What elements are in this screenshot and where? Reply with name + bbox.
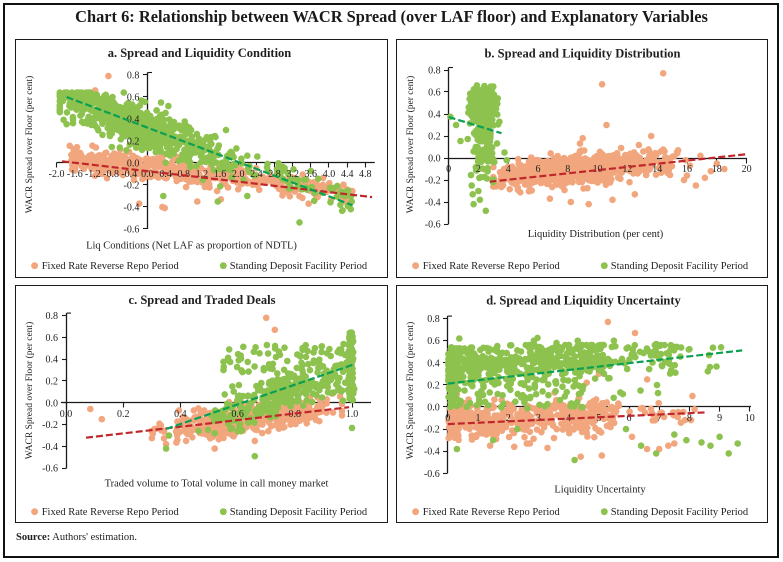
svg-text:1.0: 1.0 [346,409,359,420]
svg-text:-1.2: -1.2 [85,169,101,180]
svg-text:0.0: 0.0 [60,409,73,420]
svg-text:a. Spread and Liquidity Condit: a. Spread and Liquidity Condition [108,46,292,60]
svg-text:-0.6: -0.6 [42,464,58,475]
svg-text:1: 1 [476,413,481,424]
svg-text:0.2: 0.2 [127,137,140,148]
svg-text:WACR Spread over Floor (per ce: WACR Spread over Floor (per cent) [24,76,35,213]
svg-text:0.0: 0.0 [427,403,440,414]
svg-text:0.2: 0.2 [428,132,441,143]
svg-text:2.0: 2.0 [232,169,245,180]
svg-text:c. Spread and Traded Deals: c. Spread and Traded Deals [129,293,276,307]
svg-text:3.2: 3.2 [286,169,299,180]
svg-text:9: 9 [717,413,722,424]
svg-text:4.4: 4.4 [341,169,354,180]
svg-text:-0.6: -0.6 [425,220,441,231]
svg-text:d. Spread and Liquidity Uncert: d. Spread and Liquidity Uncertainty [486,294,681,308]
svg-text:0.4: 0.4 [427,358,440,369]
svg-text:0.8: 0.8 [427,314,440,325]
svg-text:0: 0 [445,413,450,424]
svg-text:Standing Deposit Facility Peri: Standing Deposit Facility Period [230,507,368,518]
svg-text:4.0: 4.0 [323,169,336,180]
svg-text:5: 5 [596,413,601,424]
svg-text:10: 10 [745,413,755,424]
svg-text:-0.4: -0.4 [121,169,137,180]
svg-text:WACR Spread over Floor (per ce: WACR Spread over Floor (per cent) [405,322,416,459]
svg-text:0.2: 0.2 [427,380,440,391]
svg-text:-0.6: -0.6 [124,225,140,236]
svg-text:4: 4 [506,164,511,175]
svg-text:-0.4: -0.4 [42,442,58,453]
svg-text:-2.0: -2.0 [49,169,65,180]
svg-text:Standing Deposit Facility Peri: Standing Deposit Facility Period [230,261,368,272]
svg-text:0.6: 0.6 [127,93,140,104]
svg-text:Fixed Rate Reverse Repo Period: Fixed Rate Reverse Repo Period [42,261,180,272]
svg-text:Fixed Rate Reverse Repo Period: Fixed Rate Reverse Repo Period [423,507,561,518]
svg-text:-0.2: -0.2 [425,176,441,187]
svg-text:0.2: 0.2 [46,377,59,388]
svg-text:0.6: 0.6 [428,88,441,99]
svg-text:2: 2 [476,164,481,175]
svg-text:2.8: 2.8 [268,169,281,180]
svg-text:2.4: 2.4 [250,169,263,180]
svg-text:4.8: 4.8 [359,169,372,180]
svg-text:0.4: 0.4 [174,409,187,420]
svg-text:b. Spread and Liquidity Distri: b. Spread and Liquidity Distribution [484,47,680,61]
svg-text:WACR Spread over Floor (per ce: WACR Spread over Floor (per cent) [24,322,35,459]
svg-text:Liq Conditions (Net LAF as pro: Liq Conditions (Net LAF as proportion of… [86,241,297,252]
svg-text:0.8: 0.8 [46,311,59,322]
svg-text:-0.4: -0.4 [124,203,140,214]
svg-text:-0.2: -0.2 [424,425,440,436]
svg-text:Fixed Rate Reverse Repo Period: Fixed Rate Reverse Repo Period [423,261,561,272]
svg-text:8: 8 [687,413,692,424]
svg-text:7: 7 [657,413,662,424]
svg-text:3.6: 3.6 [305,169,318,180]
svg-text:0.8: 0.8 [428,66,441,77]
svg-text:0.4: 0.4 [46,355,59,366]
svg-text:-0.2: -0.2 [124,181,140,192]
svg-text:16: 16 [682,164,692,175]
svg-text:12: 12 [622,164,632,175]
svg-text:2: 2 [506,413,511,424]
svg-text:3: 3 [536,413,541,424]
svg-text:0.8: 0.8 [127,71,140,82]
svg-text:Traded volume to Total volume: Traded volume to Total volume in call mo… [105,479,329,490]
svg-text:0.6: 0.6 [231,409,244,420]
svg-text:1.6: 1.6 [214,169,227,180]
svg-text:14: 14 [652,164,662,175]
svg-text:0.4: 0.4 [428,110,441,121]
svg-text:Liquidity Distribution (per ce: Liquidity Distribution (per cent) [528,229,664,240]
svg-text:WACR Spread over Floor (per ce: WACR Spread over Floor (per cent) [405,76,416,213]
svg-text:0.2: 0.2 [117,409,130,420]
svg-text:1.2: 1.2 [196,169,209,180]
svg-text:0.6: 0.6 [46,333,59,344]
svg-text:-1.6: -1.6 [67,169,83,180]
svg-text:0.0: 0.0 [46,398,59,409]
svg-text:0.4: 0.4 [127,115,140,126]
svg-text:-0.2: -0.2 [42,420,58,431]
svg-text:0.0: 0.0 [127,159,140,170]
svg-text:Standing Deposit Facility Peri: Standing Deposit Facility Period [611,507,749,518]
svg-text:20: 20 [742,164,752,175]
svg-text:-0.8: -0.8 [103,169,119,180]
svg-text:Liquidity Uncertainty: Liquidity Uncertainty [554,485,646,496]
svg-text:0.4: 0.4 [159,169,172,180]
svg-text:6: 6 [536,164,541,175]
svg-text:-0.4: -0.4 [425,198,441,209]
svg-text:-0.4: -0.4 [424,447,440,458]
svg-text:Fixed Rate Reverse Repo Period: Fixed Rate Reverse Repo Period [42,507,180,518]
svg-text:0.0: 0.0 [141,169,154,180]
svg-text:-0.6: -0.6 [424,469,440,480]
svg-text:0: 0 [446,164,451,175]
svg-text:Standing Deposit Facility Peri: Standing Deposit Facility Period [611,261,749,272]
svg-text:6: 6 [627,413,632,424]
svg-text:8: 8 [565,164,570,175]
svg-text:10: 10 [593,164,603,175]
svg-text:0.0: 0.0 [428,154,441,165]
svg-text:18: 18 [712,164,722,175]
svg-text:0.6: 0.6 [427,336,440,347]
